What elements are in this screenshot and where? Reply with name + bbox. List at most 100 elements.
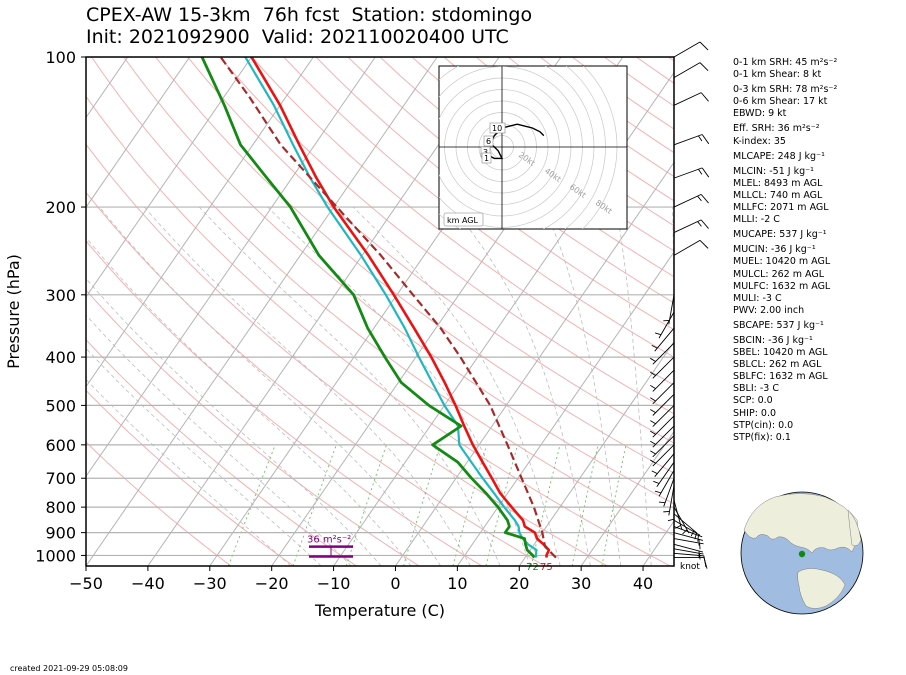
wind-barb-shaft bbox=[658, 311, 675, 339]
wind-barb-shaft bbox=[673, 500, 683, 530]
index-item: SBCIN: -36 J kg⁻¹ bbox=[733, 334, 813, 346]
x-tick-label: −10 bbox=[317, 574, 351, 593]
wind-barb-shaft bbox=[673, 513, 698, 534]
title-line-1: CPEX-AW 15-3km 76h fcst Station: stdomin… bbox=[86, 4, 533, 26]
x-tick-label: −50 bbox=[69, 574, 103, 593]
globe-land-greenland-europe bbox=[847, 509, 862, 547]
y-tick-label: 300 bbox=[45, 286, 76, 305]
moist-adiabat bbox=[267, 206, 531, 566]
y-axis-label: Pressure (hPa) bbox=[4, 254, 23, 369]
moist-adiabat bbox=[86, 347, 322, 566]
wind-barb-shaft bbox=[663, 478, 675, 507]
dry-adiabat bbox=[315, 57, 674, 331]
temperature-profile bbox=[250, 57, 551, 558]
dry-adiabat bbox=[86, 339, 357, 566]
mixing-ratio-line bbox=[345, 444, 387, 566]
dry-adiabat bbox=[86, 441, 232, 566]
x-tick-label: 0 bbox=[390, 574, 400, 593]
x-tick-label: 20 bbox=[509, 574, 529, 593]
dry-adiabat bbox=[86, 191, 546, 566]
dry-adiabat bbox=[86, 389, 294, 566]
moist-adiabat bbox=[451, 206, 591, 566]
index-item: SBLFC: 1632 m AGL bbox=[733, 371, 828, 383]
wind-barb-shaft bbox=[668, 294, 675, 325]
wind-barb-shaft bbox=[673, 92, 702, 106]
isotherm bbox=[86, 57, 376, 478]
wind-barb-half-flag bbox=[698, 135, 703, 142]
wind-barb-shaft bbox=[658, 470, 675, 497]
index-item: MLLFC: 2071 m AGL bbox=[733, 202, 829, 214]
wind-barb-half-flag bbox=[650, 420, 656, 425]
mixing-ratio-line bbox=[571, 444, 599, 566]
wind-barb bbox=[650, 342, 675, 365]
isotherm bbox=[580, 430, 674, 566]
index-item: MLCAPE: 248 J kg⁻¹ bbox=[733, 150, 825, 162]
globe-land-north-america bbox=[743, 493, 859, 554]
wind-barb-shaft bbox=[656, 461, 675, 488]
wind-barb bbox=[673, 519, 701, 540]
wind-barb-shaft bbox=[673, 62, 701, 79]
wind-barb-half-flag bbox=[650, 371, 656, 376]
hodograph-height-label: 6 bbox=[486, 137, 491, 146]
wind-barb bbox=[673, 62, 709, 79]
wind-barb-half-flag bbox=[675, 524, 681, 529]
isotherm bbox=[456, 251, 674, 566]
index-item: MUEL: 10420 m AGL bbox=[733, 256, 831, 268]
wind-barb-flag bbox=[699, 240, 709, 249]
index-item: 0-3 km SRH: 78 m²s⁻² bbox=[733, 84, 838, 96]
wind-barb-flag bbox=[703, 555, 707, 568]
wind-barb-shaft bbox=[652, 444, 675, 467]
wind-barb bbox=[650, 444, 675, 467]
wind-barb-half-flag bbox=[697, 195, 702, 202]
dry-adiabat bbox=[187, 57, 674, 444]
x-tick-label: −30 bbox=[193, 574, 227, 593]
wind-barb-shaft bbox=[673, 519, 701, 536]
wind-barb-shaft bbox=[654, 327, 675, 352]
dry-adiabat bbox=[347, 57, 674, 304]
wind-barb-half-flag bbox=[690, 530, 695, 537]
y-tick-label: 100 bbox=[45, 48, 76, 67]
wind-barb-half-flag bbox=[654, 332, 662, 336]
wind-barb bbox=[673, 134, 710, 146]
dry-adiabat bbox=[251, 57, 674, 386]
wind-barb-half-flag bbox=[653, 480, 660, 484]
wind-barb-shaft bbox=[652, 356, 675, 379]
wind-barb-column bbox=[650, 41, 710, 569]
mixing-ratio-line bbox=[227, 444, 276, 566]
wind-barb bbox=[667, 493, 675, 524]
wind-barb bbox=[653, 461, 675, 488]
wind-barb-flag bbox=[699, 62, 709, 71]
y-tick-label: 400 bbox=[45, 348, 76, 367]
moist-adiabat bbox=[543, 206, 622, 566]
eff-layer-label: 36 m²s⁻² bbox=[307, 535, 351, 546]
index-item: MULFC: 1632 m AGL bbox=[733, 280, 831, 292]
plot-frame bbox=[85, 56, 675, 567]
wind-barb-half-flag bbox=[697, 535, 699, 542]
wind-barb-shaft bbox=[673, 239, 701, 256]
y-tick-label: 600 bbox=[45, 436, 76, 455]
moist-adiabat bbox=[86, 236, 412, 566]
index-item: Eff. SRH: 36 m²s⁻² bbox=[733, 123, 820, 135]
wind-barb bbox=[651, 327, 675, 352]
moist-adiabat bbox=[615, 206, 652, 566]
wind-barb bbox=[650, 425, 675, 448]
hodograph-frame bbox=[438, 65, 628, 230]
hodograph-footnote-box bbox=[443, 212, 484, 227]
dewpoint-profile bbox=[200, 57, 536, 559]
y-tick-label: 500 bbox=[45, 396, 76, 415]
isotherm bbox=[395, 161, 674, 566]
barb-unit-label: knot bbox=[680, 562, 700, 572]
wind-barb-shaft bbox=[652, 342, 675, 365]
wind-barb-half-flag bbox=[650, 430, 656, 435]
wind-barb bbox=[651, 453, 675, 477]
indices-panel: 0-1 km SRH: 45 m²s⁻² 0-1 km Shear: 8 kt 0-… bbox=[733, 57, 837, 444]
index-item: MUCIN: -36 J kg⁻¹ bbox=[733, 244, 816, 256]
wind-barb-half-flag bbox=[650, 440, 656, 445]
wind-barb bbox=[654, 470, 675, 497]
y-tick-label: 200 bbox=[45, 198, 76, 217]
wind-barb-half-flag bbox=[694, 533, 697, 540]
index-item: SBLI: -3 C bbox=[733, 383, 779, 395]
wind-barb-flag bbox=[700, 92, 709, 102]
mixing-ratio-line bbox=[292, 444, 337, 566]
